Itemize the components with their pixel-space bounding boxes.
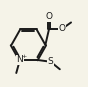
Text: O: O [46,12,53,21]
Text: O: O [58,25,65,33]
Text: N: N [17,55,23,64]
Text: +: + [21,54,26,59]
Text: S: S [48,57,54,66]
